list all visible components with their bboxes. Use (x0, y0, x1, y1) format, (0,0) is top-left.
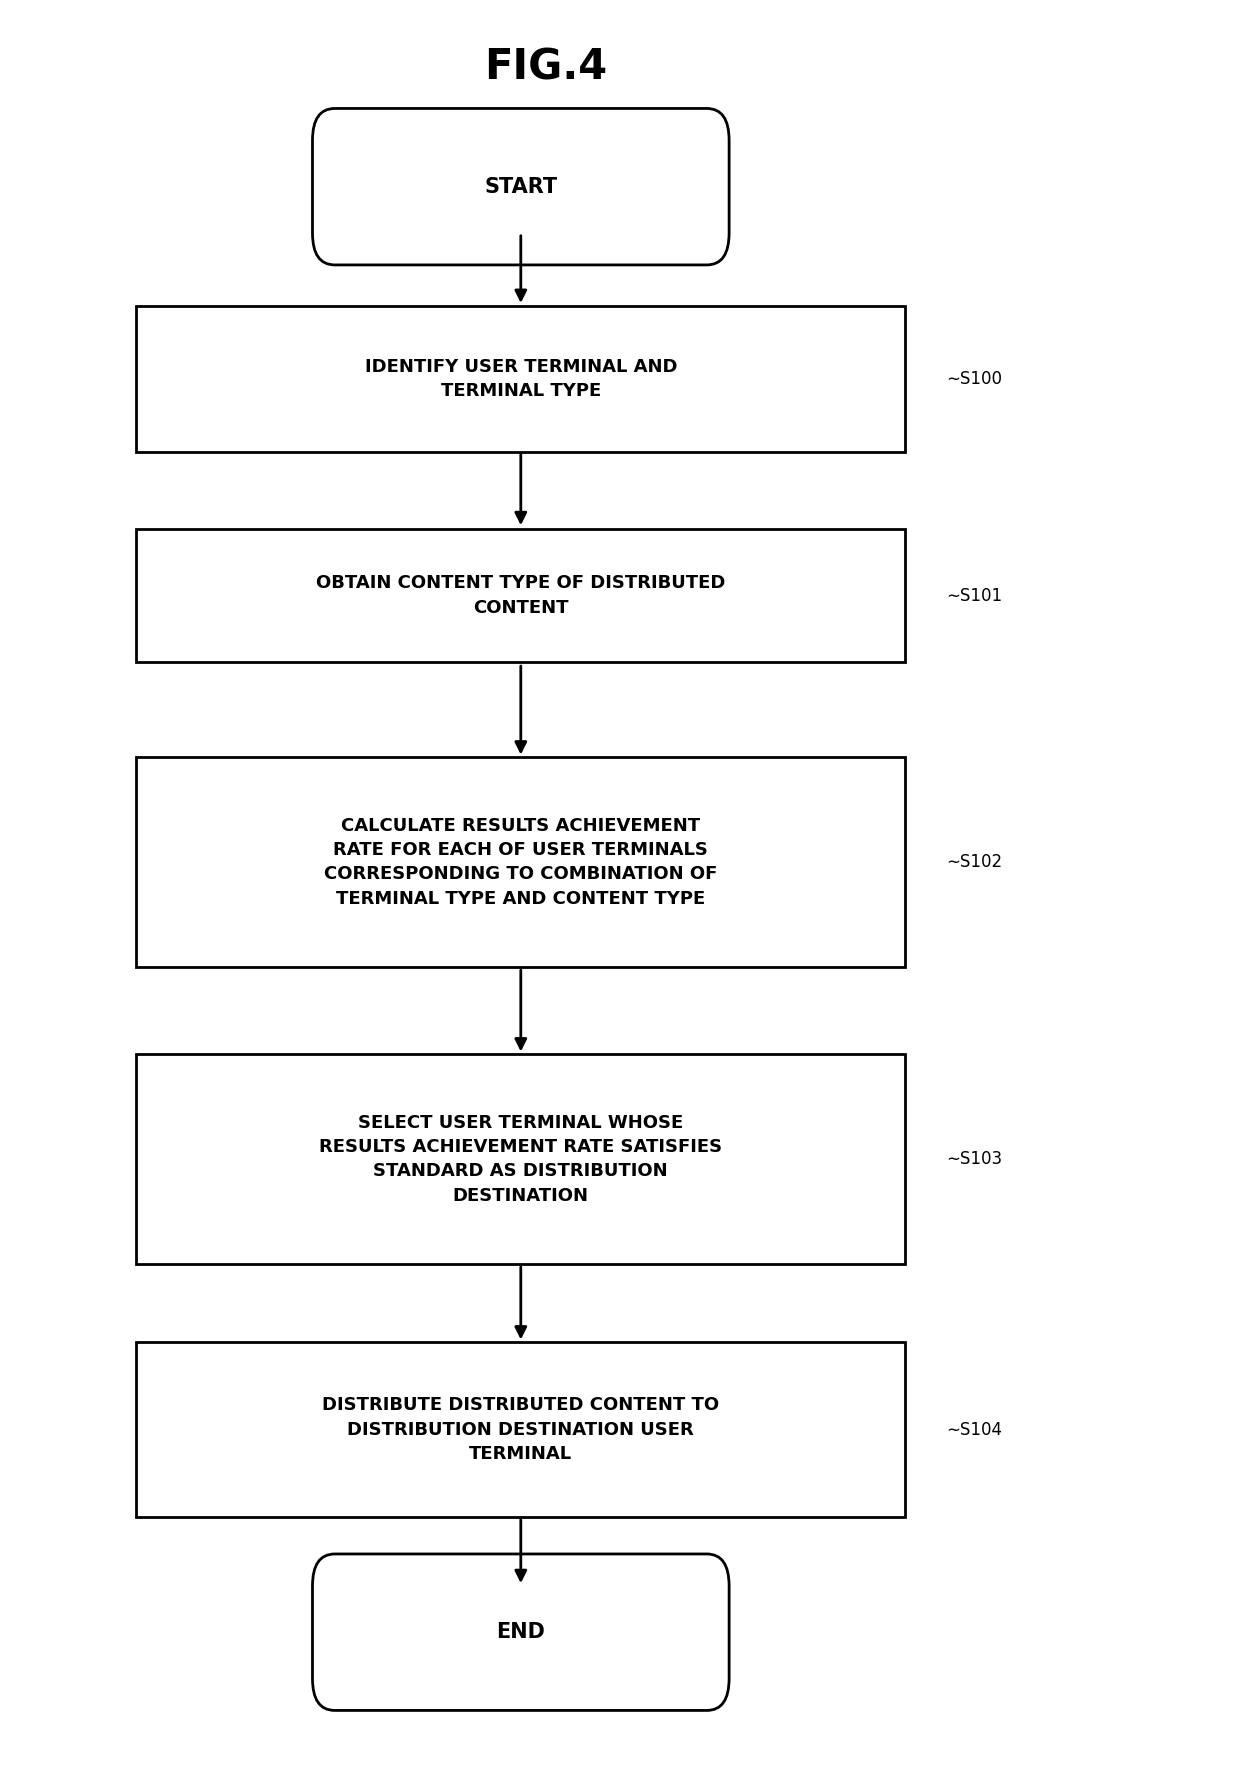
Bar (136, 1342, 905, 1517)
Bar (136, 757, 905, 967)
Text: START: START (485, 176, 557, 197)
Bar (136, 528, 905, 661)
Text: ∼S100: ∼S100 (946, 370, 1002, 388)
Text: DISTRIBUTE DISTRIBUTED CONTENT TO
DISTRIBUTION DESTINATION USER
TERMINAL: DISTRIBUTE DISTRIBUTED CONTENT TO DISTRI… (322, 1396, 719, 1463)
Text: SELECT USER TERMINAL WHOSE
RESULTS ACHIEVEMENT RATE SATISFIES
STANDARD AS DISTRI: SELECT USER TERMINAL WHOSE RESULTS ACHIE… (319, 1113, 723, 1205)
Bar (136, 306, 905, 452)
Bar (136, 1054, 905, 1264)
Text: FIG.4: FIG.4 (484, 46, 608, 89)
Text: ∼S101: ∼S101 (946, 587, 1002, 605)
Text: CALCULATE RESULTS ACHIEVEMENT
RATE FOR EACH OF USER TERMINALS
CORRESPONDING TO C: CALCULATE RESULTS ACHIEVEMENT RATE FOR E… (324, 816, 718, 909)
Text: ∼S102: ∼S102 (946, 853, 1002, 871)
Text: OBTAIN CONTENT TYPE OF DISTRIBUTED
CONTENT: OBTAIN CONTENT TYPE OF DISTRIBUTED CONTE… (316, 574, 725, 617)
FancyBboxPatch shape (312, 108, 729, 265)
Text: IDENTIFY USER TERMINAL AND
TERMINAL TYPE: IDENTIFY USER TERMINAL AND TERMINAL TYPE (365, 357, 677, 400)
Text: ∼S103: ∼S103 (946, 1150, 1002, 1168)
Text: ∼S104: ∼S104 (946, 1421, 1002, 1438)
Text: END: END (496, 1622, 546, 1643)
FancyBboxPatch shape (312, 1554, 729, 1710)
